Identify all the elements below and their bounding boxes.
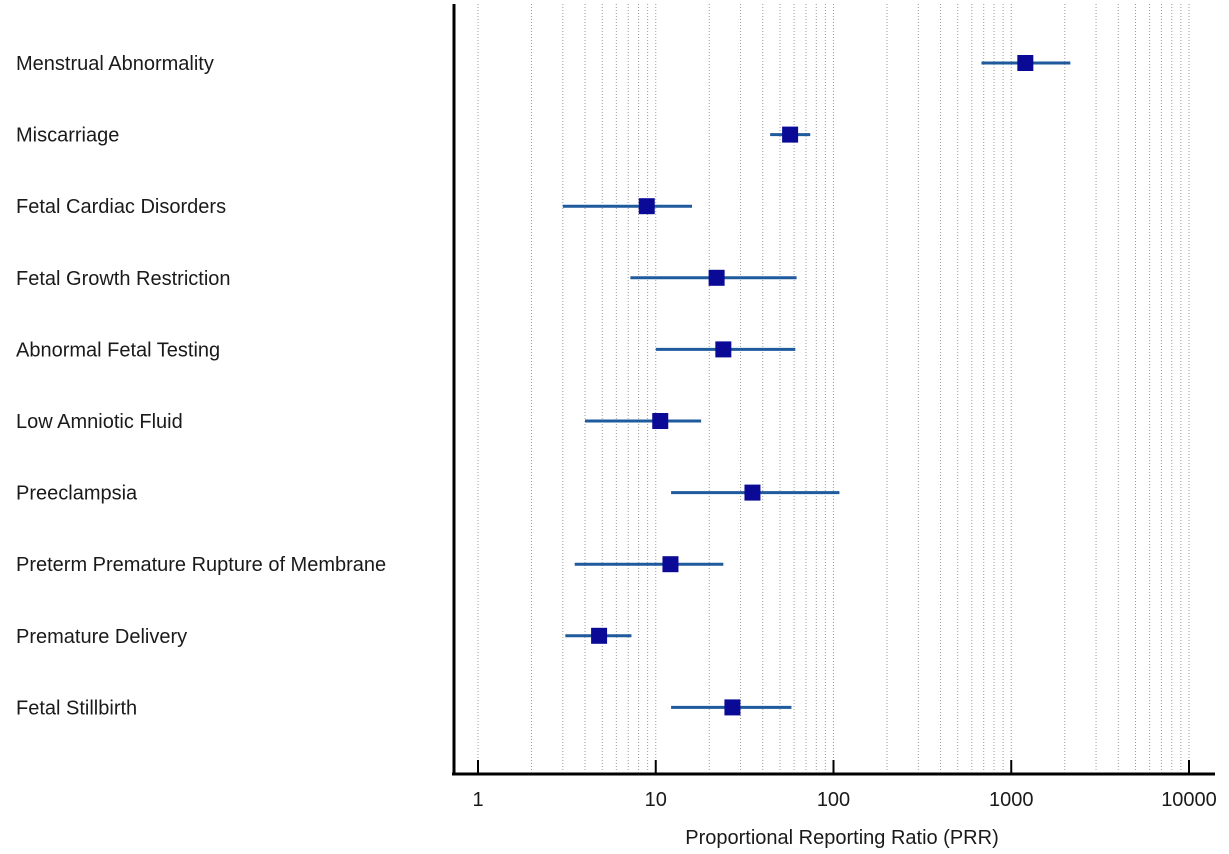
category-labels: Menstrual Abnormality Miscarriage Fetal Ca…: [16, 53, 386, 719]
point-estimate-marker: [744, 484, 761, 501]
category-label: Fetal Stillbirth: [16, 697, 137, 719]
point-estimate-marker: [652, 413, 669, 429]
category-label: Fetal Growth Restriction: [16, 268, 231, 290]
point-estimate-marker: [591, 627, 608, 644]
category-label: Menstrual Abnormality: [16, 53, 214, 75]
x-tick-label: 10: [645, 789, 667, 811]
vertical-grid-lines: [477, 4, 1190, 772]
category-label: Preterm Premature Rupture of Membrane: [16, 554, 386, 576]
category-label: Low Amniotic Fluid: [16, 411, 183, 433]
category-label: Fetal Cardiac Disorders: [16, 196, 226, 218]
category-label: Miscarriage: [16, 125, 119, 147]
x-axis-ticks: 1 10 100 1000 10000: [472, 760, 1217, 811]
category-label: Premature Delivery: [16, 626, 187, 648]
x-tick-label: 1: [472, 789, 483, 811]
category-label: Preeclampsia: [16, 483, 138, 505]
point-estimate-marker: [715, 341, 732, 358]
x-axis-title: Proportional Reporting Ratio (PRR): [685, 827, 998, 849]
point-estimate-marker: [638, 198, 655, 215]
category-label: Abnormal Fetal Testing: [16, 339, 220, 361]
x-tick-label: 1000: [989, 789, 1034, 811]
point-estimate-marker: [724, 699, 741, 716]
x-tick-label: 100: [817, 789, 850, 811]
point-estimate-marker: [662, 556, 679, 573]
data-marks: [562, 55, 1071, 716]
point-estimate-marker: [708, 269, 725, 286]
point-estimate-marker: [1017, 55, 1034, 71]
x-tick-label: 10000: [1161, 789, 1217, 811]
point-estimate-marker: [782, 126, 799, 143]
